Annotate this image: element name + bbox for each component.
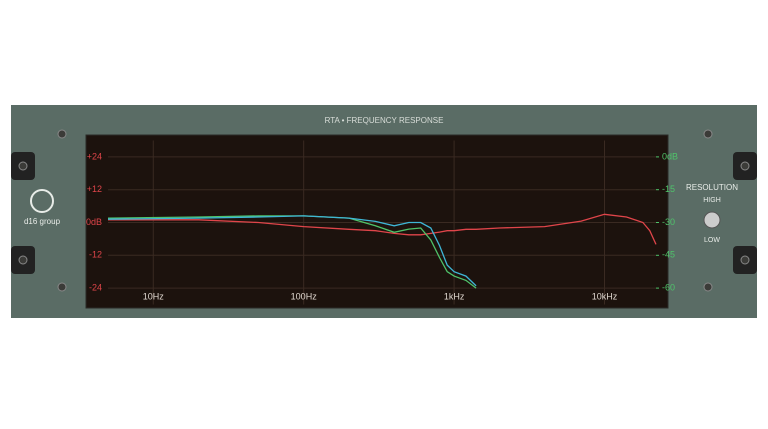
resolution-high: HIGH xyxy=(703,197,721,204)
resolution-low: LOW xyxy=(704,237,720,244)
curve xyxy=(107,215,477,289)
resolution-label: RESOLUTION xyxy=(686,183,738,192)
curve xyxy=(107,215,477,287)
y-tick-label: +12 xyxy=(87,184,102,194)
y2-tick-label: -15 xyxy=(662,184,675,194)
display-title: RTA • FREQUENCY RESPONSE xyxy=(325,116,444,125)
y-tick-label: -12 xyxy=(89,250,102,260)
y-tick-label: 0dB xyxy=(86,217,102,227)
brand-name: d16 group xyxy=(24,217,61,226)
y2-tick-label: -30 xyxy=(662,217,675,227)
curve xyxy=(108,213,657,245)
y-tick-label: +24 xyxy=(87,151,102,161)
x-tick-label: 10kHz xyxy=(592,291,618,301)
y2-tick-label: -45 xyxy=(662,250,675,260)
x-tick-label: 10Hz xyxy=(143,291,165,301)
y2-tick-label: 0dB xyxy=(662,151,678,161)
x-tick-label: 100Hz xyxy=(291,291,318,301)
screws xyxy=(18,129,750,292)
brand-logo xyxy=(30,189,54,213)
resolution-switch[interactable] xyxy=(703,211,721,229)
x-tick-label: 1kHz xyxy=(444,291,465,301)
y-tick-label: -24 xyxy=(89,282,102,292)
y2-tick-label: -60 xyxy=(662,282,675,292)
